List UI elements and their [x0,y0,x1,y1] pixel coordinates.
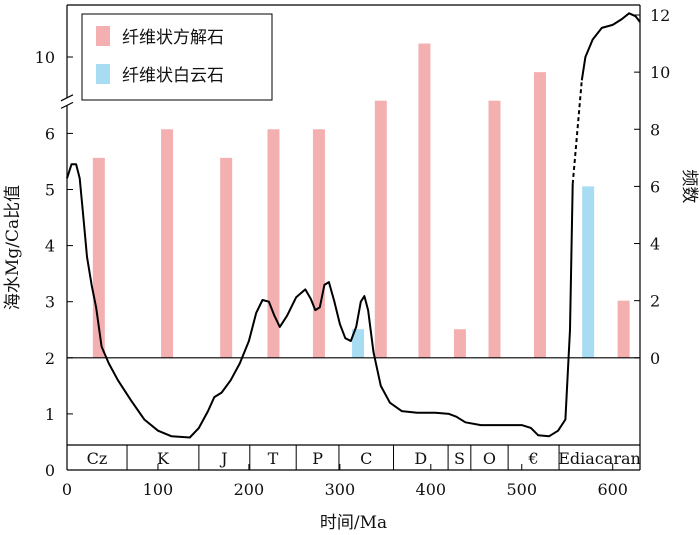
y-tick-label-right: 2 [650,292,660,311]
x-tick-label: 500 [506,480,537,499]
x-tick-label: 100 [143,480,174,499]
y-tick-label-left: 6 [45,124,55,143]
geologic-period-band: Cz K J T P C D S O € Ediacaran [67,444,641,470]
x-tick-label: 0 [62,480,72,499]
x-axis-label: 时间/Ma [320,513,387,533]
y-tick-label-left: 3 [45,293,55,312]
bar-calcite [533,72,546,358]
period-label: O [483,449,496,468]
period-label: C [360,449,372,468]
legend-box [81,13,273,101]
bar-dolomite [352,329,365,358]
period-label: J [219,449,227,468]
period-label: € [527,449,538,468]
bar-calcite [374,100,387,358]
period-label: Cz [87,449,108,468]
period-label: Ediacaran [558,449,641,468]
y-axis-left-label: 海水Mg/Ca比值 [3,185,23,310]
y-axis-right-label: 频数 [679,169,699,203]
axis-break-mark [60,101,74,109]
y-tick-label-right: 10 [650,63,670,82]
bar-calcite [453,329,466,358]
bar-calcite [267,129,280,358]
y-tick-label-left: 4 [45,237,55,256]
period-label: D [414,449,427,468]
y-tick-label-right: 4 [650,235,660,254]
x-tick-label: 200 [234,480,265,499]
mg-ca-curve-dashed [571,80,583,184]
axis-break-mark [60,94,74,102]
period-label: P [312,449,323,468]
period-label: S [454,449,465,468]
bar-calcite [488,100,501,358]
y-tick-label-left: 5 [45,181,55,200]
bar-calcite [418,43,431,358]
bar-dolomite [582,186,595,358]
bar-calcite [617,300,630,358]
legend-label: 纤维状方解石 [122,28,224,48]
period-label: K [157,449,170,468]
x-tick-label: 600 [597,480,628,499]
y-tick-label-right: 8 [650,120,660,139]
bar-calcite [220,157,233,358]
y-tick-label-right: 12 [650,6,670,25]
bar-calcite [161,129,174,358]
period-label: T [268,449,279,468]
legend-swatch [96,26,110,46]
y-tick-label-right: 0 [650,349,660,368]
bars-layer [92,43,630,358]
y-tick-label-left: 10 [35,48,55,67]
y-tick-label-left: 0 [45,461,55,480]
bar-calcite [312,129,325,358]
y-tick-label-right: 6 [650,177,660,196]
legend-swatch [96,64,110,84]
legend-label: 纤维状白云石 [122,66,224,86]
x-tick-label: 400 [416,480,447,499]
mg-ca-curve-layer [66,12,641,439]
y-tick-label-left: 2 [45,349,55,368]
y-tick-label-left: 1 [45,405,55,424]
x-tick-label: 300 [325,480,356,499]
mg-ca-curve-upper [580,12,641,81]
mg-ca-curve-main [66,163,574,439]
